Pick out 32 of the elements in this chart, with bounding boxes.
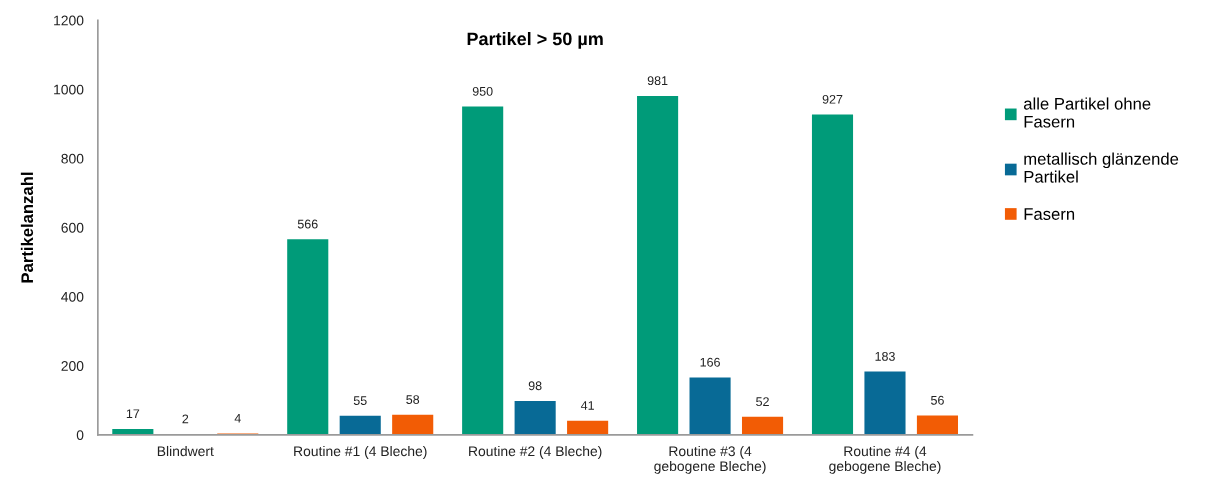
data-label: 52	[756, 397, 769, 407]
y-tick-label: 0	[76, 430, 84, 440]
x-tick-label: Routine #4 (4 gebogene Bleche)	[829, 445, 941, 474]
x-tick-label: Routine #2 (4 Bleche)	[469, 445, 602, 459]
data-label: 927	[822, 94, 843, 104]
legend-label: metallisch glänzende Partikel	[1024, 152, 1179, 183]
data-label: 4	[234, 413, 241, 423]
y-tick-label: 1200	[54, 15, 84, 26]
y-tick-label: 600	[61, 222, 84, 233]
data-label: 58	[406, 395, 420, 404]
data-label: 981	[647, 76, 668, 86]
x-tick-label: Routine #3 (4 gebogene Bleche)	[654, 445, 766, 474]
data-label: 98	[528, 381, 542, 391]
data-label: 950	[472, 86, 493, 96]
y-tick-label: 400	[61, 291, 84, 302]
data-label: 56	[931, 395, 944, 405]
x-tick-label: Routine #1 (4 Bleche)	[294, 445, 427, 459]
legend-label: alle Partikel ohne Fasern	[1023, 97, 1151, 128]
y-tick-label: 800	[61, 153, 84, 164]
data-label: 17	[126, 409, 140, 419]
text: Partikel > 50 µm	[467, 32, 603, 49]
data-label: 166	[700, 357, 720, 367]
data-label: 41	[580, 401, 594, 410]
y-axis-title: Partikelanzahl	[20, 172, 34, 283]
data-label: 566	[297, 219, 318, 229]
legend-label: Fasern	[1024, 208, 1075, 220]
data-label: 55	[353, 396, 367, 406]
y-tick-label: 1000	[54, 84, 84, 95]
data-label: 183	[875, 351, 895, 361]
data-label: 2	[182, 414, 189, 424]
y-tick-label: 200	[61, 361, 84, 371]
x-tick-label: Blindwert	[157, 445, 214, 457]
